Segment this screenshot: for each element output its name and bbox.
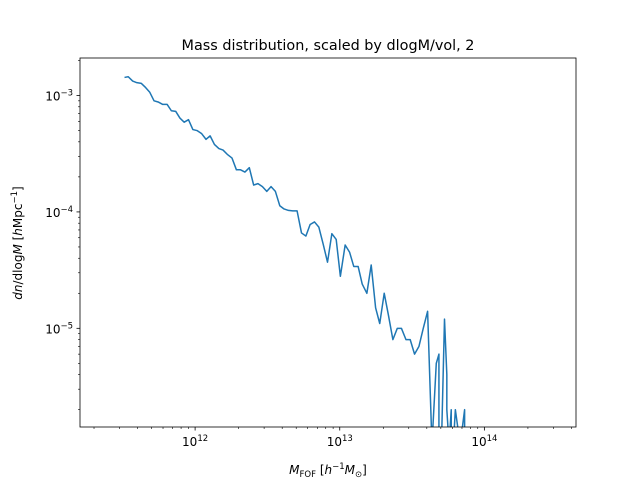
x-tick-label: 1014: [471, 434, 497, 449]
x-tick-label: 1012: [182, 434, 208, 449]
x-tick-label: 1013: [327, 434, 353, 449]
y-tick-label: 10−5: [45, 321, 73, 336]
chart-title: Mass distribution, scaled by dlogM/vol, …: [182, 38, 475, 54]
x-axis-label: MFOF [h−1M⊙]: [289, 462, 367, 480]
plot-frame: [79, 57, 577, 428]
y-tick-label: 10−3: [45, 89, 73, 104]
y-axis-ticks: 10−5 10−4 10−3: [45, 60, 80, 410]
x-axis-ticks: 1012 1013 1014: [93, 427, 572, 449]
series-line-0: [124, 75, 466, 427]
y-axis-label: dn/dlogM [hMpc−1]: [10, 186, 25, 299]
y-tick-label: 10−4: [45, 205, 73, 220]
series-layer: [124, 75, 466, 427]
